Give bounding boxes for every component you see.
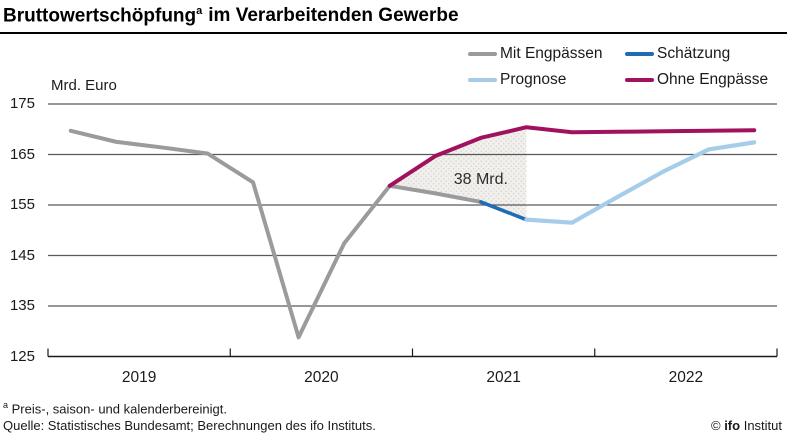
copyright-brand: ifo [724, 418, 741, 433]
x-tick-label-2021: 2021 [486, 369, 521, 386]
legend-swatch-mit-engpaessen [468, 51, 497, 56]
legend-label: Ohne Engpässe [657, 70, 769, 88]
legend-item-ohne-engpaesse: Ohne Engpässe [625, 69, 784, 90]
x-tick-label-2019: 2019 [121, 369, 157, 386]
legend-item-prognose: Prognose [468, 69, 625, 90]
gap-annotation: 38 Mrd. [453, 170, 508, 188]
y-tick-label-145: 145 [9, 246, 35, 264]
title-main: Bruttowertschöpfung [3, 5, 197, 27]
series-line-ohne-engpaesse [387, 125, 757, 188]
page-title: Bruttowertschöpfunga im Verarbeitenden Ge… [0, 0, 787, 35]
gap-shaded-area [389, 127, 527, 220]
series-line-schaetzung [479, 200, 529, 222]
x-tick-label-2020: 2020 [304, 369, 339, 386]
footnote-text: Preis-, saison- und kalenderbereinigt. [11, 401, 227, 417]
title-rest: im Verarbeitenden Gewerbe [208, 5, 459, 27]
x-tick-label-2022: 2022 [668, 369, 704, 386]
y-tick-label-135: 135 [9, 297, 35, 314]
legend-swatch-ohne-engpaesse [625, 77, 654, 82]
footnote-line: a Preis-, saison- und kalenderbereinigt. [3, 400, 227, 416]
copyright-suffix: Institut [743, 418, 782, 433]
legend-item-schaetzung: Schätzung [625, 43, 784, 64]
copyright-line: © ifo Institut [711, 418, 782, 433]
legend-swatch-schaetzung [625, 51, 654, 56]
legend-label: Prognose [500, 70, 567, 88]
legend-swatch-prognose [468, 77, 497, 82]
legend-label: Mit Engpässen [500, 44, 603, 62]
chart-legend: Mit Engpässen Schätzung Prognose Ohne Engpä… [468, 43, 784, 90]
series-line-mit-engpaessen [68, 128, 483, 340]
series-line-prognose [524, 140, 757, 225]
y-tick-label-175: 175 [9, 95, 35, 112]
legend-item-mit-engpaessen: Mit Engpässen [468, 43, 625, 64]
y-tick-label-155: 155 [9, 196, 35, 213]
y-tick-label-165: 165 [9, 145, 35, 163]
title-footnote-marker: a [196, 5, 203, 17]
y-tick-label-125: 125 [9, 347, 35, 365]
legend-label: Schätzung [657, 44, 731, 62]
y-axis-unit-label: Mrd. Euro [51, 77, 117, 94]
footnote-marker: a [3, 400, 9, 410]
source-line: Quelle: Statistisches Bundesamt; Berechn… [3, 418, 376, 433]
copyright-symbol: © [710, 418, 721, 433]
